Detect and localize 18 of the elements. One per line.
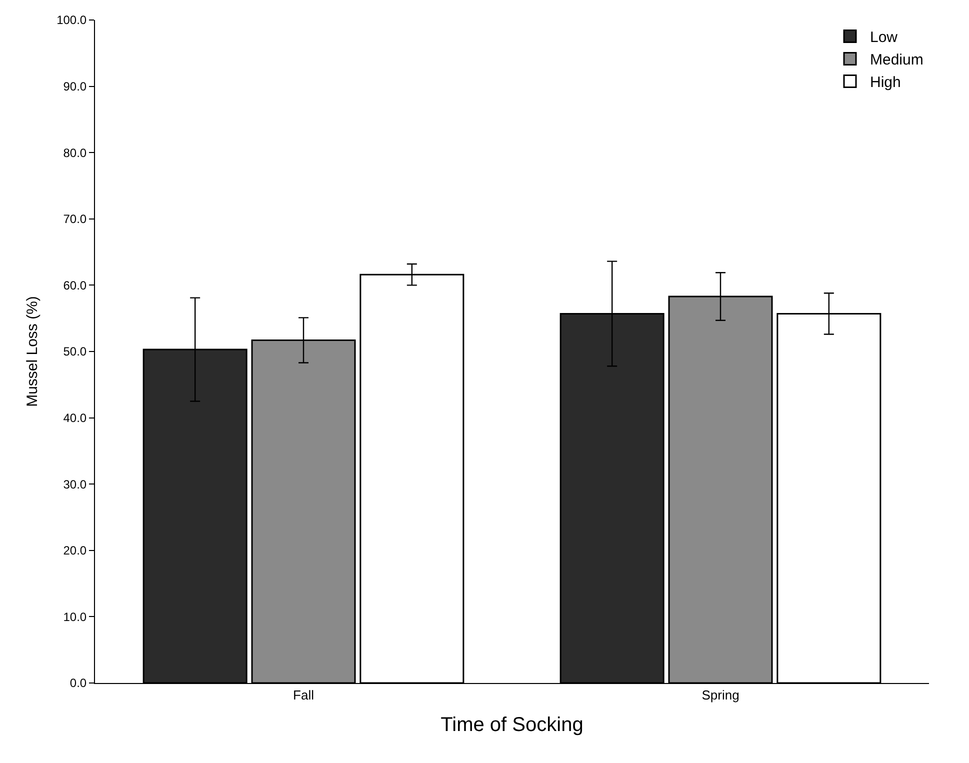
x-tick-label: Spring (702, 688, 740, 703)
y-tick-label: 90.0 (63, 80, 87, 94)
legend-label: Low (870, 29, 898, 46)
y-axis-title: Mussel Loss (%) (24, 296, 41, 407)
y-tick-label: 60.0 (63, 278, 87, 292)
y-tick-label: 50.0 (63, 344, 87, 359)
y-tick-label: 80.0 (63, 146, 87, 160)
y-tick-label: 10.0 (63, 610, 87, 624)
y-tick-label: 100.0 (56, 13, 87, 28)
legend-label: Medium (870, 52, 924, 69)
y-tick-label: 0.0 (70, 676, 87, 690)
x-axis-title: Time of Socking (440, 714, 584, 736)
y-tick-label: 30.0 (63, 477, 87, 492)
x-tick-label: Fall (293, 688, 314, 703)
y-tick-label: 40.0 (63, 411, 87, 425)
legend-label: High (870, 74, 901, 92)
y-tick-label: 70.0 (63, 212, 87, 226)
y-tick-label: 20.0 (63, 544, 87, 558)
